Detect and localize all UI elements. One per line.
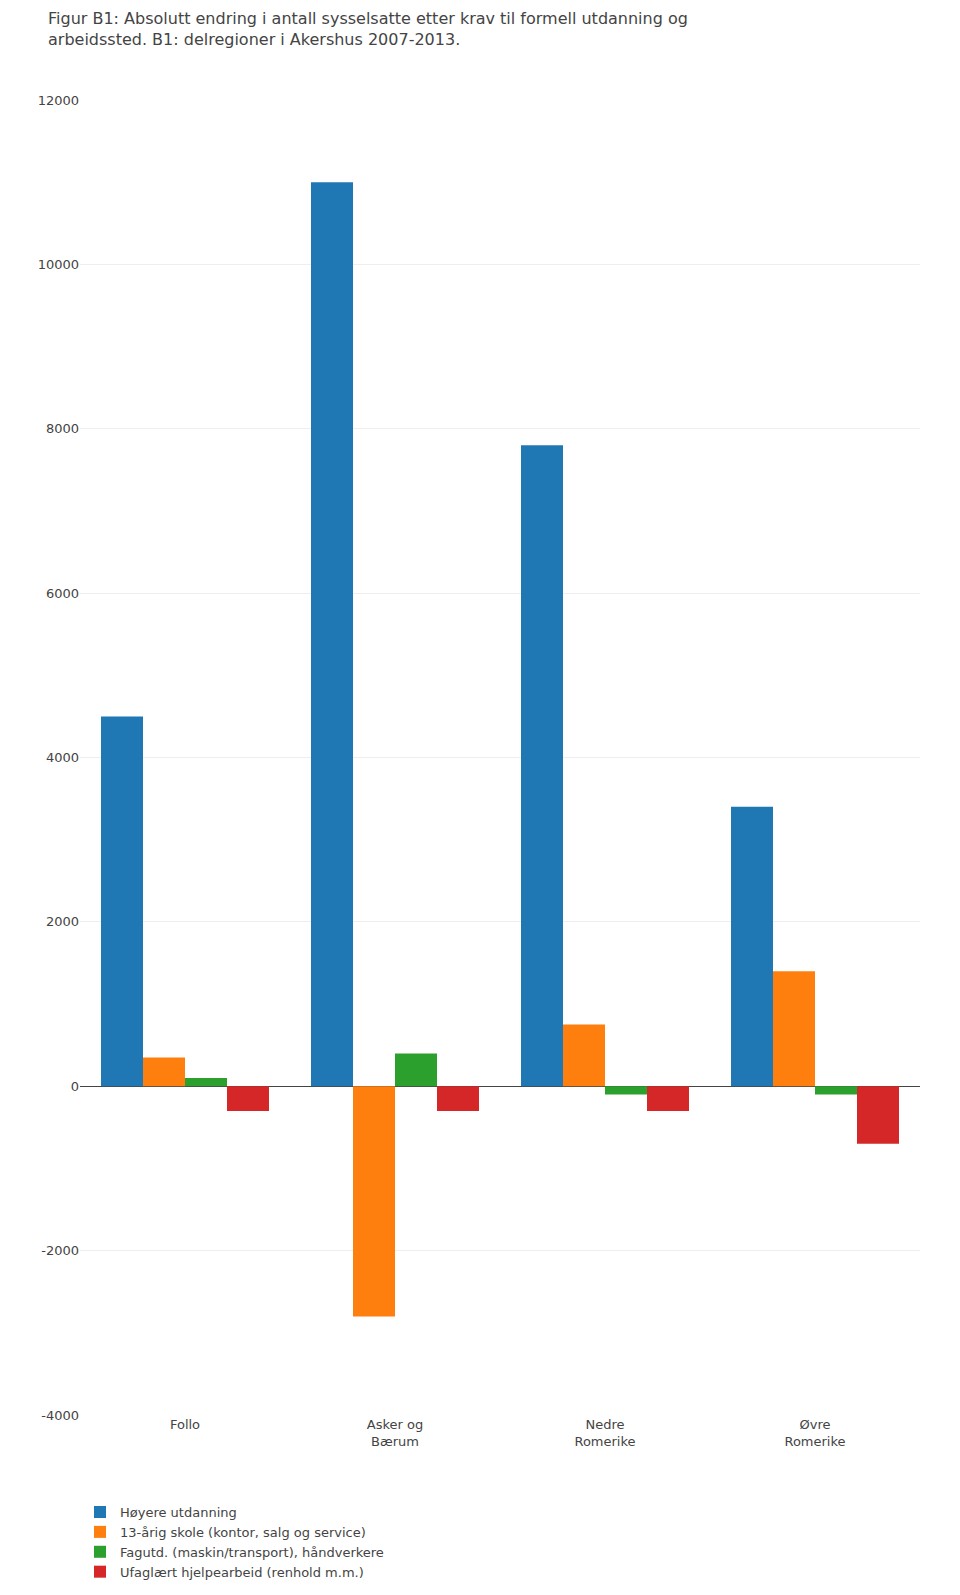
svg-text:-2000: -2000 [41, 1243, 79, 1258]
svg-text:Fagutd. (maskin/transport), hå: Fagutd. (maskin/transport), håndverkere [120, 1545, 384, 1560]
svg-text:Figur B1: Absolutt endring i a: Figur B1: Absolutt endring i antall syss… [48, 9, 688, 49]
svg-text:ØvreRomerike: ØvreRomerike [784, 1417, 845, 1449]
svg-text:Høyere utdanning: Høyere utdanning [120, 1505, 237, 1520]
svg-text:12000: 12000 [38, 93, 79, 108]
svg-text:-4000: -4000 [41, 1408, 79, 1423]
svg-text:Ufaglært hjelpearbeid (renhold: Ufaglært hjelpearbeid (renhold m.m.) [120, 1565, 364, 1580]
svg-text:8000: 8000 [46, 421, 79, 436]
svg-text:0: 0 [71, 1079, 79, 1094]
svg-text:2000: 2000 [46, 914, 79, 929]
svg-text:4000: 4000 [46, 750, 79, 765]
svg-text:10000: 10000 [38, 257, 79, 272]
svg-text:NedreRomerike: NedreRomerike [574, 1417, 635, 1449]
svg-text:Follo: Follo [170, 1417, 200, 1432]
svg-text:Asker ogBærum: Asker ogBærum [367, 1417, 423, 1449]
svg-text:6000: 6000 [46, 586, 79, 601]
svg-text:13-årig skole (kontor, salg og: 13-årig skole (kontor, salg og service) [120, 1525, 366, 1540]
